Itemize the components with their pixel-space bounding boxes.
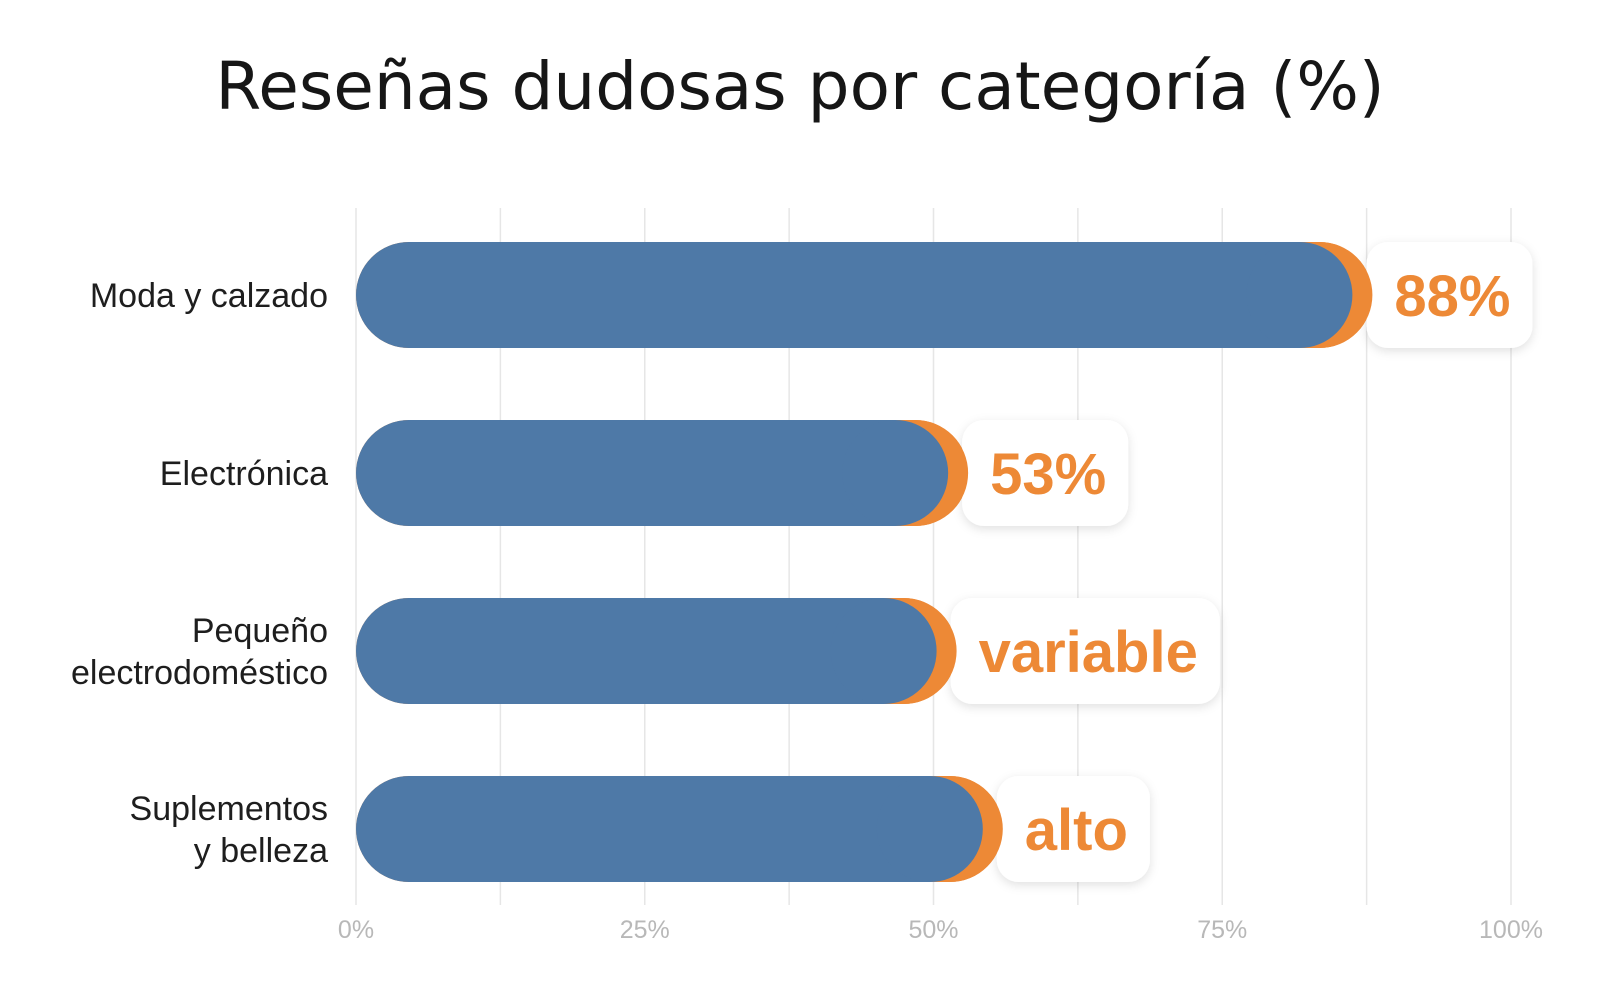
category-label: Moda y calzado <box>90 277 328 315</box>
bars <box>356 242 1533 882</box>
bar-tip <box>1246 242 1353 348</box>
data-label-box <box>1366 242 1533 348</box>
labels: 0% 25% 50% 75% 100% Moda y calzado 88% Electrón… <box>71 264 1543 944</box>
data-label-box <box>962 420 1129 526</box>
bar <box>356 242 1353 348</box>
category-label: Suplementos y belleza <box>130 790 329 870</box>
category-label: Electrónica <box>160 455 328 493</box>
x-tick-label: 100% <box>1479 916 1543 944</box>
data-label-box <box>996 776 1150 882</box>
x-tick-label: 75% <box>1197 916 1247 944</box>
data-label: alto <box>1025 798 1128 863</box>
data-label-box <box>950 598 1220 704</box>
bar-tip <box>830 598 937 704</box>
x-tick-label: 50% <box>908 916 958 944</box>
data-label: 53% <box>990 442 1106 507</box>
data-label: 88% <box>1394 264 1510 329</box>
x-tick-label: 25% <box>620 916 670 944</box>
bar <box>356 420 949 526</box>
category-label: Pequeño electrodoméstico <box>71 612 328 692</box>
bar-tip <box>842 420 949 526</box>
bar <box>356 776 983 882</box>
bar <box>356 598 937 704</box>
x-tick-label: 0% <box>338 916 374 944</box>
chart-title: Reseñas dudosas por categoría (%) <box>215 48 1385 125</box>
data-label: variable <box>979 620 1198 685</box>
bar-tip <box>876 776 983 882</box>
